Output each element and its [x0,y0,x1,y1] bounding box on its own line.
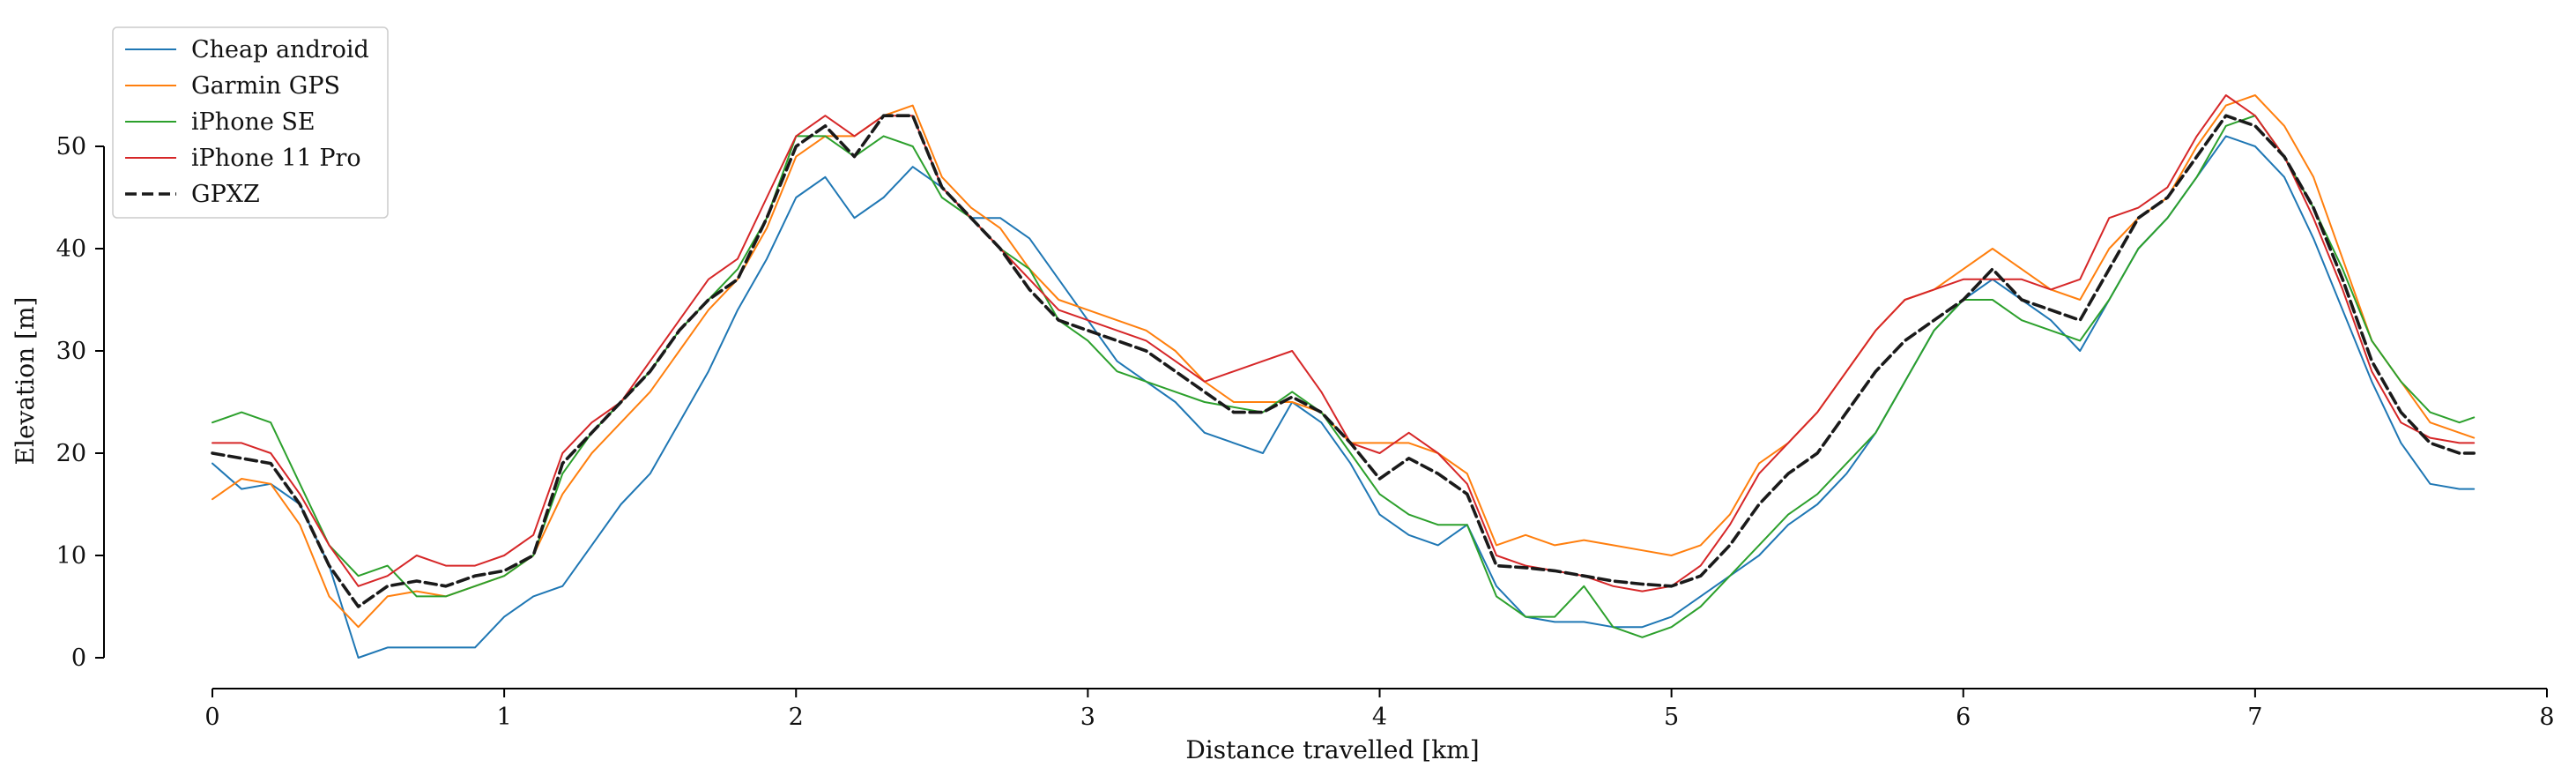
series-line-gpxz [211,114,2476,608]
x-tick-label: 1 [497,704,512,731]
y-axis-ticks: 0 10 20 30 40 50 [56,133,104,672]
y-tick-label: 0 [71,645,86,672]
y-axis-label: Elevation [m] [11,297,40,466]
legend-label-iphone-se: iPhone SE [191,108,316,136]
y-tick-label: 30 [56,338,86,365]
x-tick-label: 5 [1664,704,1679,731]
y-tick-label: 40 [56,235,86,263]
x-tick-label: 3 [1080,704,1095,731]
y-tick-label: 50 [56,133,86,160]
x-axis-label: Distance travelled [km] [1185,735,1479,764]
series-line-cheap-android [212,135,2476,659]
y-tick-label: 20 [56,440,86,467]
x-tick-label: 7 [2247,704,2262,731]
legend-frame [112,26,389,219]
x-tick-label: 2 [789,704,804,731]
y-tick-label: 10 [56,542,86,570]
x-tick-label: 8 [2539,704,2554,731]
legend-label-cheap-android: Cheap android [191,36,369,63]
axes: 0 1 2 3 4 5 6 7 8 0 10 20 30 40 50 Distance travelled… [11,133,2555,764]
legend-label-iphone-11-pro: iPhone 11 Pro [191,145,361,172]
legend: Cheap android Garmin GPS iPhone SE iPhone 1… [112,26,389,219]
x-tick-label: 6 [1956,704,1971,731]
legend-label-garmin-gps: Garmin GPS [191,72,340,100]
legend-label-gpxz: GPXZ [191,181,260,208]
series-line-garmin-gps [212,94,2476,629]
x-tick-label: 0 [204,704,219,731]
series-line-iphone-se [212,115,2476,638]
x-axis-ticks: 0 1 2 3 4 5 6 7 8 [204,689,2555,731]
x-tick-label: 4 [1372,704,1387,731]
series-layer [211,94,2476,659]
